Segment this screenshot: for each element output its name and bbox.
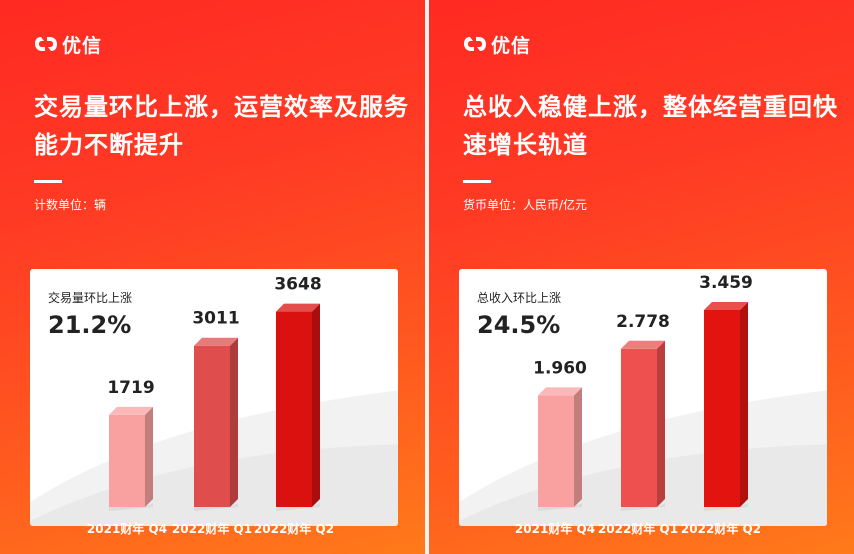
chart-card: 1719 3011 3648 交易量环比上涨 21.2% (30, 269, 398, 526)
headline: 总收入稳健上涨，整体经营重回快速增长轨道 (463, 93, 838, 159)
bar (194, 337, 238, 511)
bar-side (312, 303, 320, 507)
bar-value-label: 3011 (192, 309, 239, 329)
metric-value: 24.5% (477, 311, 561, 339)
divider (34, 180, 62, 183)
bar-front (704, 309, 740, 507)
bar-value-label: 2.778 (616, 312, 670, 332)
bar-side (740, 301, 748, 507)
unit-label: 货币单位：人民币/亿元 (463, 198, 588, 212)
right-panel: 优信 总收入稳健上涨，整体经营重回快速增长轨道 货币单位：人民币/亿元 1.96… (429, 0, 854, 554)
bar-front (621, 348, 657, 507)
bar-chart: 1719 3011 3648 (30, 275, 398, 526)
x-tick-label: 2022财年 Q2 (253, 522, 335, 536)
bar-side (657, 340, 665, 507)
bar-chart: 1.960 2.778 3.459 (459, 273, 827, 526)
bar-side (145, 406, 153, 507)
bar (276, 303, 320, 511)
bar-top (704, 301, 748, 310)
bar-side (574, 387, 582, 507)
bar-value-label: 1719 (107, 378, 154, 398)
bar-front (194, 345, 230, 507)
bar-top (276, 303, 320, 312)
bar-top (538, 387, 582, 396)
bar-value-label: 3.459 (699, 273, 753, 293)
divider (463, 180, 491, 183)
x-tick-label: 2021财年 Q4 (86, 522, 168, 536)
brand-name: 优信 (62, 34, 103, 57)
x-tick-label: 2021财年 Q4 (514, 522, 596, 536)
bar-top (621, 340, 665, 349)
metric-value: 21.2% (48, 311, 132, 339)
unit-label: 计数单位：辆 (34, 198, 107, 212)
metric-label: 总收入环比上涨 (477, 291, 562, 305)
x-tick-label: 2022财年 Q1 (171, 522, 253, 536)
x-axis-labels: 2021财年 Q4 2022财年 Q1 2022财年 Q2 (429, 520, 854, 538)
uxin-logo: 优信 (34, 33, 103, 57)
bar-value-label: 3648 (274, 275, 321, 295)
uxin-logo-icon (464, 37, 486, 51)
bar (109, 406, 153, 511)
bar (621, 340, 665, 511)
bar-value-label: 1.960 (533, 358, 587, 378)
bar-front (276, 311, 312, 507)
uxin-logo: 优信 (463, 33, 532, 57)
x-axis-labels: 2021财年 Q4 2022财年 Q1 2022财年 Q2 (0, 520, 425, 538)
chart-card: 1.960 2.778 3.459 总收入环比上涨 24.5% (459, 269, 827, 526)
bar-front (538, 395, 574, 507)
x-tick-label: 2022财年 Q1 (597, 522, 679, 536)
bar-top (194, 337, 238, 346)
headline: 交易量环比上涨，运营效率及服务能力不断提升 (34, 93, 409, 159)
bar (538, 387, 582, 511)
uxin-logo-icon (35, 37, 57, 51)
left-panel: 优信 交易量环比上涨，运营效率及服务能力不断提升 计数单位：辆 1719 3011… (0, 0, 425, 554)
x-tick-label: 2022财年 Q2 (680, 522, 762, 536)
brand-name: 优信 (491, 34, 532, 57)
bar-front (109, 414, 145, 507)
metric-label: 交易量环比上涨 (48, 291, 133, 305)
bar-top (109, 406, 153, 415)
bar (704, 301, 748, 511)
bar-side (230, 337, 238, 507)
